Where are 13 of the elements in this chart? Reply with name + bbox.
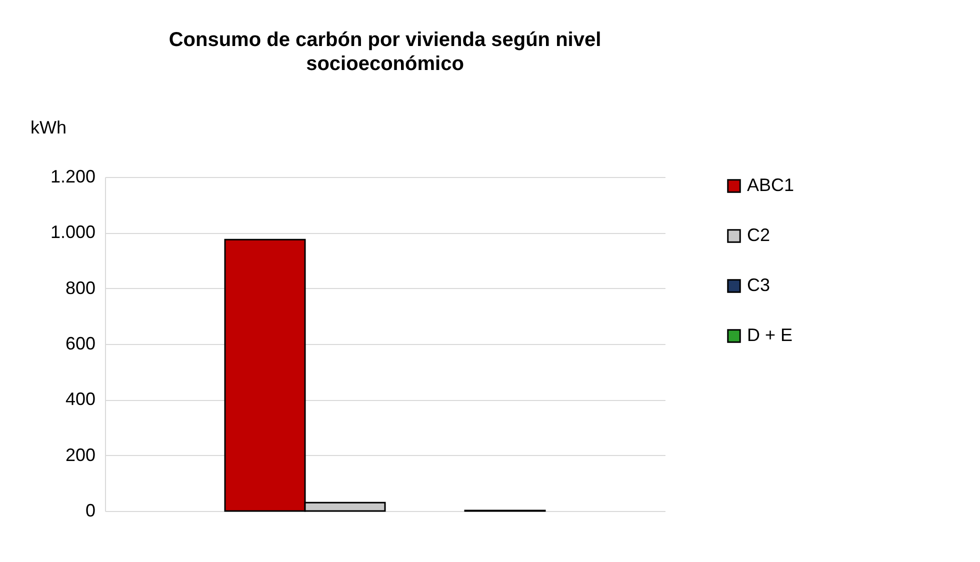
y-tick-label: 200: [65, 444, 96, 465]
y-tick-label: 1.200: [50, 166, 96, 186]
chart-title: Consumo de carbón por vivienda según nivel socioeconómico: [168, 29, 602, 75]
y-axis-title: kWh: [30, 118, 66, 138]
y-tick-label: 800: [65, 278, 96, 298]
y-tick-label: 1.000: [50, 222, 96, 242]
legend-label: C2: [747, 225, 770, 245]
y-tick-label: 600: [65, 334, 96, 354]
legend-label: D + E: [747, 325, 793, 345]
y-tick-label: 0: [85, 500, 96, 520]
legend-label: ABC1: [747, 175, 794, 195]
y-tick-label: 400: [65, 389, 96, 410]
legend-label: C3: [747, 275, 770, 295]
